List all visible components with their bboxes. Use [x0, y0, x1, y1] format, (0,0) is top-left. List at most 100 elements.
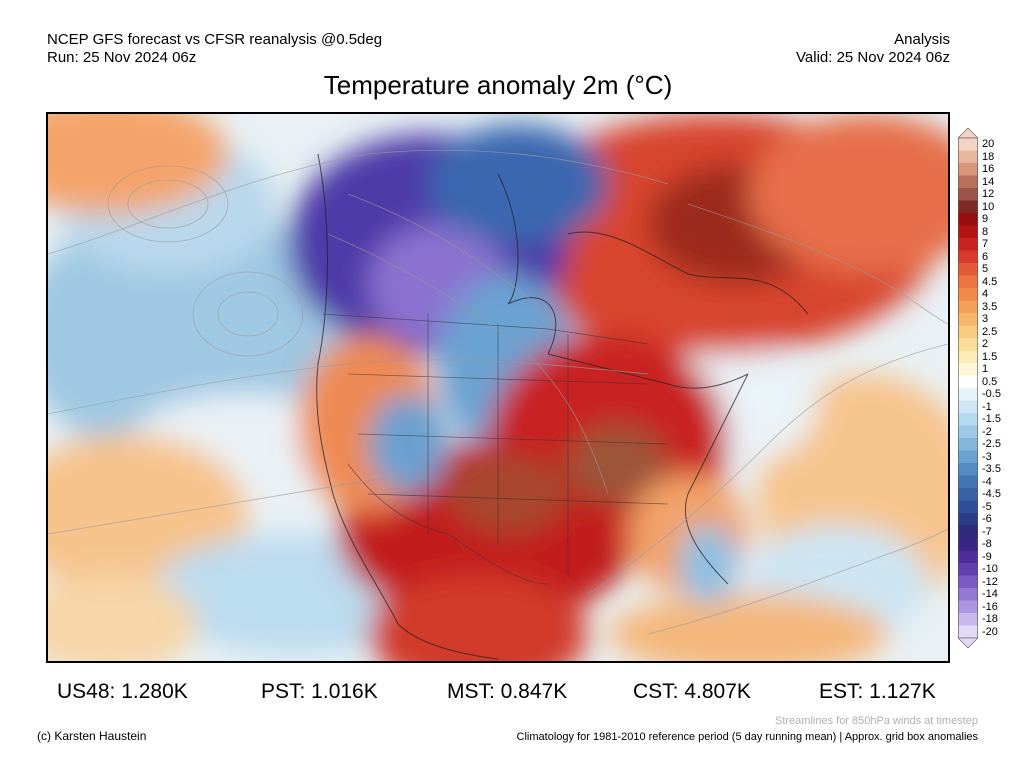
- colorbar-tick-label: 10: [982, 200, 995, 213]
- colorbar-segment: [958, 425, 978, 439]
- colorbar-segment: [958, 275, 978, 289]
- colorbar-segment: [958, 138, 978, 151]
- colorbar-tick-label: -3: [982, 450, 992, 463]
- colorbar-segment: [958, 463, 978, 476]
- colorbar-tick-label: 1: [982, 363, 989, 376]
- colorbar-segment: [958, 300, 978, 314]
- colorbar-segment: [958, 513, 978, 526]
- colorbar-tick-label: 20: [982, 138, 995, 151]
- colorbar-tick-label: 1.5: [982, 350, 998, 363]
- colorbar-segment: [958, 375, 978, 389]
- colorbar-tick-label: 18: [982, 150, 995, 163]
- colorbar-tick-label: -3.5: [982, 463, 1001, 476]
- colorbar-segment: [958, 450, 978, 464]
- colorbar-tick-label: -1.5: [982, 413, 1001, 426]
- colorbar-segment: [958, 563, 978, 576]
- colorbar-segment: [958, 625, 978, 639]
- colorbar-segment: [958, 325, 978, 339]
- colorbar-tick-label: -6: [982, 513, 992, 526]
- colorbar-segment: [958, 313, 978, 326]
- colorbar-tick-label: 3: [982, 313, 989, 326]
- colorbar-segment: [958, 613, 978, 626]
- colorbar-segment: [958, 163, 978, 176]
- political-borders: [322, 313, 669, 585]
- colorbar-tick-label: 2.5: [982, 325, 998, 338]
- climatology-note: Climatology for 1981-2010 reference peri…: [516, 731, 978, 743]
- colorbar-segment: [958, 488, 978, 501]
- colorbar-tick-label: -9: [982, 550, 992, 563]
- colorbar-tick-label: 6: [982, 250, 989, 263]
- colorbar-tick-label: -4.5: [982, 488, 1001, 501]
- colorbar-segment: [958, 600, 978, 614]
- colorbar-tick-label: 3.5: [982, 300, 998, 313]
- streamlines: [48, 149, 948, 635]
- colorbar-tick-label: -18: [982, 613, 998, 626]
- colorbar-segment: [958, 500, 978, 514]
- colorbar-segment: [958, 388, 978, 401]
- colorbar-segment: [958, 188, 978, 201]
- colorbar-tick-label: -5: [982, 500, 992, 513]
- colorbar-tick-label: -14: [982, 588, 998, 601]
- colorbar-segment: [958, 538, 978, 551]
- colorbar-segment: [958, 550, 978, 564]
- colorbar-tick-label: -4: [982, 475, 992, 488]
- colorbar-top-arrow: [958, 128, 978, 139]
- colorbar-segment: [958, 288, 978, 301]
- anomaly-map: [46, 112, 950, 663]
- run-time: Run: 25 Nov 2024 06z: [47, 49, 197, 66]
- colorbar-segment: [958, 225, 978, 239]
- colorbar-tick-label: 0.5: [982, 375, 998, 388]
- map-title: Temperature anomaly 2m (°C): [323, 70, 673, 100]
- colorbar-segment: [958, 575, 978, 589]
- colorbar-tick-label: 8: [982, 225, 989, 238]
- colorbar-segment: [958, 238, 978, 251]
- stat-est: EST: 1.127K: [819, 680, 936, 703]
- colorbar-tick-label: -2.5: [982, 438, 1001, 451]
- colorbar-segment: [958, 400, 978, 414]
- regional-stats: US48: 1.280K PST: 1.016K MST: 0.847K CST…: [0, 680, 1024, 704]
- colorbar-segment: [958, 475, 978, 489]
- colorbar-tick-label: -7: [982, 525, 992, 538]
- colorbar-segment: [958, 438, 978, 451]
- model-description: NCEP GFS forecast vs CFSR reanalysis @0.…: [47, 31, 383, 48]
- colorbar-tick-label: -10: [982, 563, 998, 576]
- colorbar-tick-label: -0.5: [982, 388, 1001, 401]
- colorbar-tick-label: -8: [982, 538, 992, 551]
- colorbar-tick-label: 12: [982, 188, 995, 201]
- colorbar-tick-label: 16: [982, 163, 995, 176]
- colorbar-segment: [958, 363, 978, 376]
- colorbar-tick-label: 9: [982, 213, 989, 226]
- colorbar-bottom-arrow: [958, 637, 978, 648]
- streamline-note: Streamlines for 850hPa winds at timestep: [775, 715, 978, 727]
- colorbar: [958, 128, 978, 648]
- colorbar-tick-label: 5: [982, 263, 989, 276]
- colorbar-segment: [958, 588, 978, 601]
- valid-time: Valid: 25 Nov 2024 06z: [796, 49, 950, 66]
- colorbar-tick-label: 14: [982, 175, 995, 188]
- colorbar-tick-label: -20: [982, 625, 998, 638]
- colorbar-tick-label: -16: [982, 600, 998, 613]
- analysis-label: Analysis: [894, 31, 950, 48]
- stat-pst: PST: 1.016K: [261, 680, 378, 703]
- colorbar-segment: [958, 350, 978, 364]
- stat-us48: US48: 1.280K: [57, 680, 188, 703]
- coastlines: [316, 153, 809, 660]
- colorbar-segment: [958, 150, 978, 164]
- copyright: (c) Karsten Haustein: [37, 729, 147, 743]
- colorbar-tick-label: -1: [982, 400, 992, 413]
- colorbar-tick-label: 4.5: [982, 275, 998, 288]
- colorbar-tick-label: -12: [982, 575, 998, 588]
- colorbar-segment: [958, 413, 978, 426]
- colorbar-segment: [958, 525, 978, 539]
- colorbar-segment: [958, 338, 978, 351]
- anomaly-field: [48, 114, 948, 661]
- stat-cst: CST: 4.807K: [633, 680, 751, 703]
- colorbar-segment: [958, 175, 978, 189]
- colorbar-tick-label: -2: [982, 425, 992, 438]
- colorbar-segment: [958, 263, 978, 276]
- colorbar-segment: [958, 213, 978, 226]
- colorbar-segment: [958, 200, 978, 214]
- colorbar-tick-label: 4: [982, 288, 989, 301]
- colorbar-tick-label: 2: [982, 338, 989, 351]
- stat-mst: MST: 0.847K: [447, 680, 568, 703]
